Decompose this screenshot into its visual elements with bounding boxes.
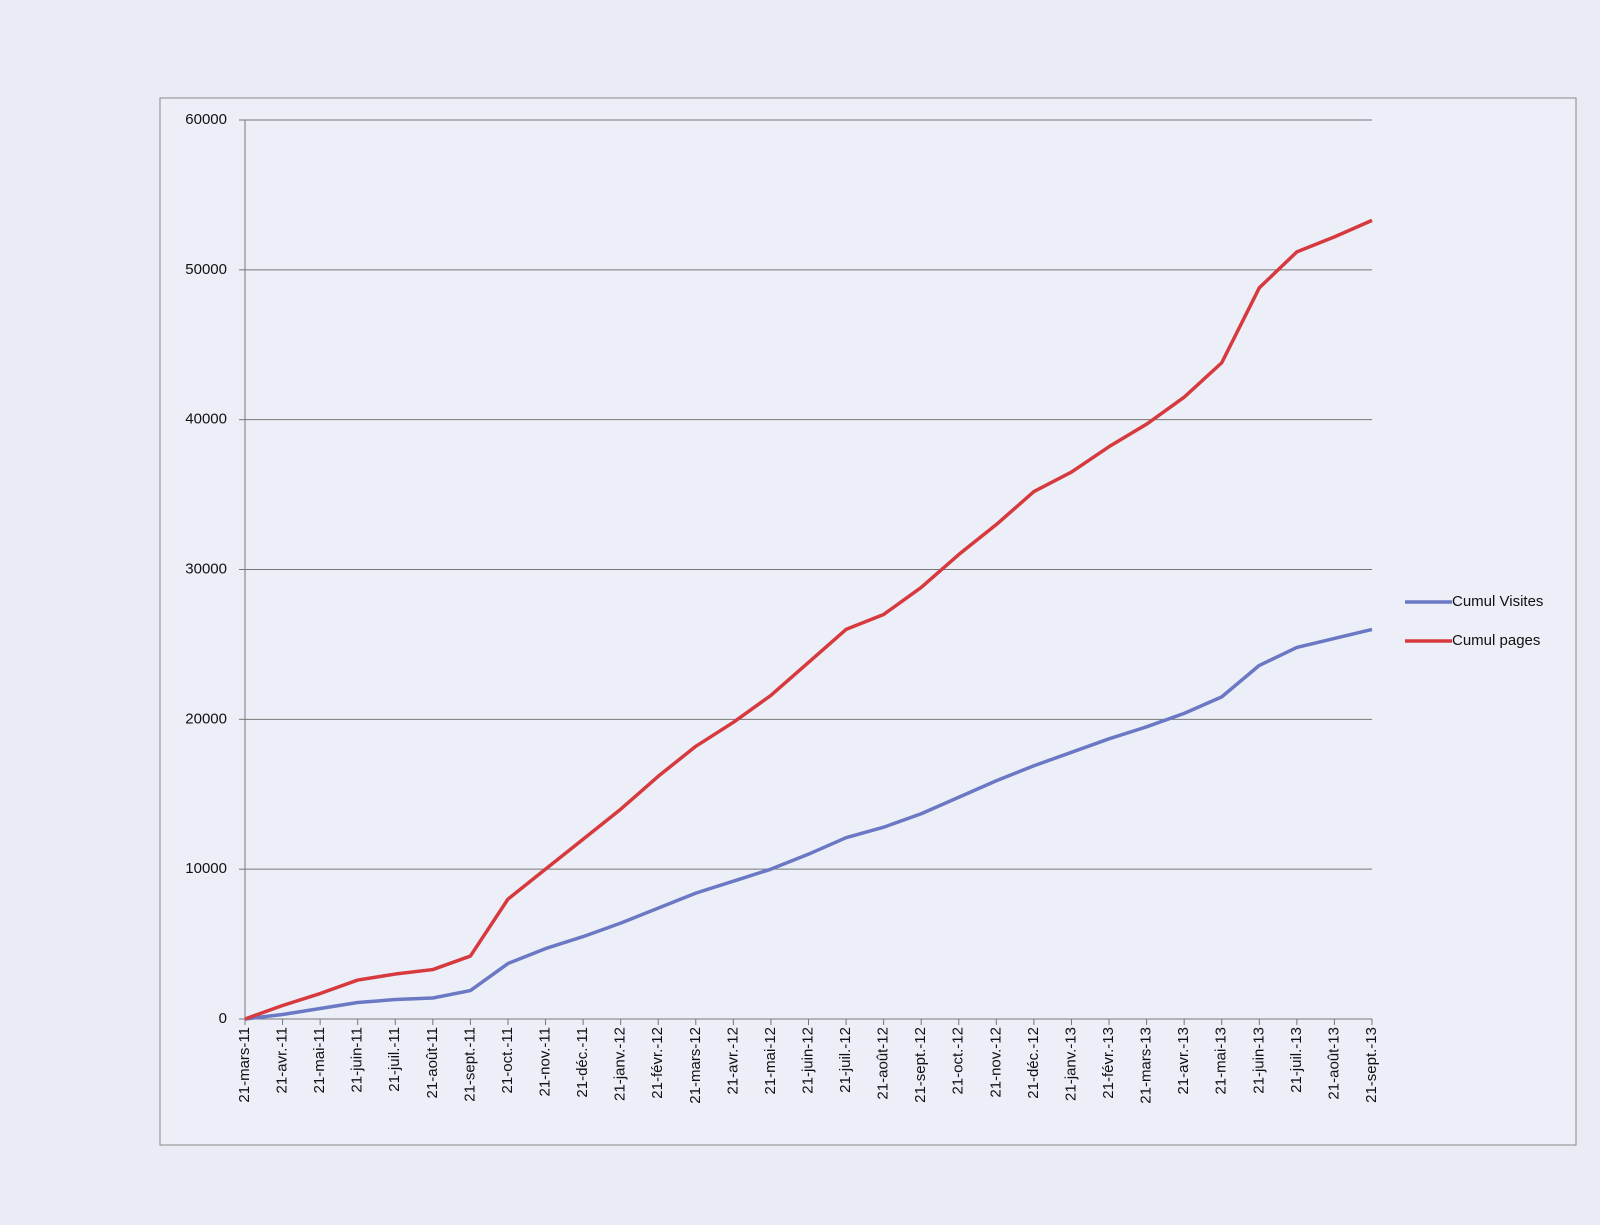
x-tick-label: 21-sept.-13 bbox=[1363, 1027, 1380, 1103]
x-tick-label: 21-févr.-13 bbox=[1100, 1027, 1117, 1099]
x-tick-label: 21-janv.-13 bbox=[1062, 1027, 1079, 1101]
x-tick-label: 21-janv.-12 bbox=[612, 1027, 629, 1101]
x-tick-label: 21-août-13 bbox=[1325, 1027, 1342, 1100]
x-tick-label: 21-déc.-12 bbox=[1025, 1027, 1042, 1099]
x-tick-label: 21-sept.-12 bbox=[912, 1027, 929, 1103]
series-line bbox=[244, 218, 1373, 1021]
legend-label: Cumul Visites bbox=[1452, 593, 1543, 610]
x-tick-label: 21-août-12 bbox=[875, 1027, 892, 1100]
x-tick-label: 21-avr.-13 bbox=[1175, 1027, 1192, 1095]
x-tick-label: 21-déc.-11 bbox=[574, 1027, 591, 1098]
x-tick-label: 21-avr.-11 bbox=[274, 1027, 291, 1093]
x-tick-label: 21-mai-12 bbox=[762, 1027, 779, 1095]
x-tick-label: 21-juin-13 bbox=[1250, 1027, 1267, 1094]
y-tick-label: 40000 bbox=[185, 411, 227, 428]
y-tick-label: 60000 bbox=[185, 111, 227, 128]
x-tick-label: 21-avr.-12 bbox=[724, 1027, 741, 1095]
x-tick-label: 21-juil.-12 bbox=[837, 1027, 854, 1093]
x-tick-label: 21-juil.-13 bbox=[1288, 1027, 1305, 1093]
x-tick-label: 21-oct.-12 bbox=[950, 1027, 967, 1095]
y-tick-label: 0 bbox=[219, 1010, 227, 1027]
x-tick-label: 21-mars-11 bbox=[236, 1027, 253, 1103]
x-tick-label: 21-août-11 bbox=[424, 1027, 441, 1098]
series-line bbox=[244, 627, 1373, 1021]
x-tick-label: 21-juin-12 bbox=[799, 1027, 816, 1094]
x-tick-label: 21-juin-11 bbox=[349, 1027, 366, 1093]
y-tick-label: 20000 bbox=[185, 710, 227, 727]
y-tick-label: 50000 bbox=[185, 261, 227, 278]
x-tick-label: 21-nov.-12 bbox=[987, 1027, 1004, 1098]
x-tick-label: 21-oct.-11 bbox=[499, 1027, 516, 1093]
x-tick-label: 21-mai-11 bbox=[311, 1027, 328, 1093]
y-tick-label: 30000 bbox=[185, 560, 227, 577]
x-tick-label: 21-nov.-11 bbox=[537, 1027, 554, 1097]
x-tick-label: 21-mars-13 bbox=[1138, 1027, 1155, 1104]
x-tick-label: 21-févr.-12 bbox=[649, 1027, 666, 1099]
x-tick-label: 21-juil.-11 bbox=[386, 1027, 403, 1092]
x-tick-label: 21-sept.-11 bbox=[461, 1027, 478, 1102]
x-tick-label: 21-mai-13 bbox=[1213, 1027, 1230, 1095]
x-tick-label: 21-mars-12 bbox=[687, 1027, 704, 1104]
y-tick-label: 10000 bbox=[185, 860, 227, 877]
legend-label: Cumul pages bbox=[1452, 632, 1540, 649]
